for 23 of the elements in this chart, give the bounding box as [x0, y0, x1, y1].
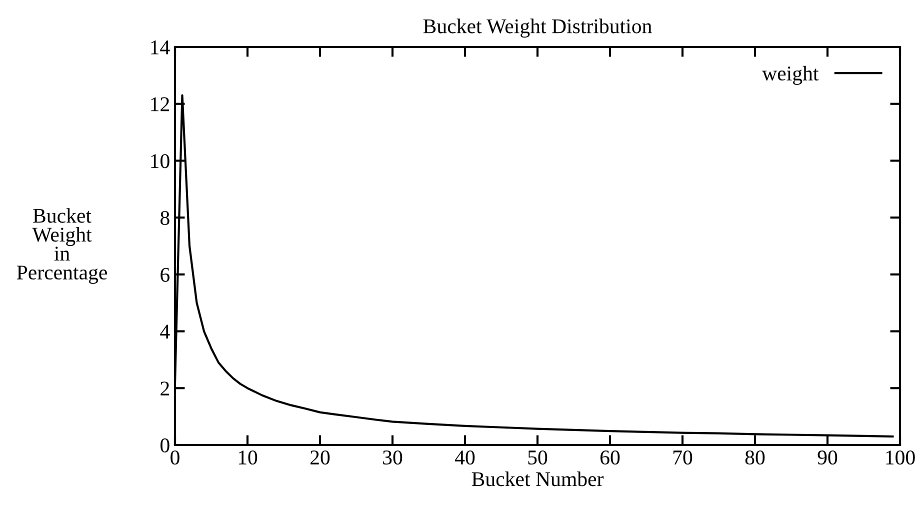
x-tick-label: 20 [310, 450, 330, 465]
x-tick-label: 90 [818, 450, 838, 465]
x-tick-label: 80 [745, 450, 765, 465]
x-tick-label: 60 [600, 450, 620, 465]
legend-label: weight [762, 66, 819, 85]
chart-title: Bucket Weight Distribution [423, 18, 652, 38]
y-tick-label: 8 [160, 210, 170, 226]
y-tick-label: 12 [151, 97, 169, 112]
y-tick-label: 10 [151, 154, 170, 168]
x-tick-label: 70 [673, 450, 692, 465]
y-tick-label: 4 [160, 324, 170, 339]
x-tick-label: 30 [383, 450, 402, 465]
y-tick-label: 2 [160, 382, 169, 396]
x-tick-label: 50 [528, 450, 548, 465]
y-axis-title: Bucket Weight in Percentage [16, 208, 107, 284]
y-tick-label: 0 [160, 438, 170, 452]
x-tick-label: 100 [886, 450, 915, 465]
y-tick-label: 14 [151, 40, 170, 54]
x-axis-title: Bucket Number [472, 472, 604, 486]
y-tick-label: 6 [160, 268, 170, 282]
x-tick-label: 40 [454, 450, 475, 465]
x-tick-label: 0 [170, 450, 180, 465]
x-tick-label: 10 [238, 450, 258, 465]
